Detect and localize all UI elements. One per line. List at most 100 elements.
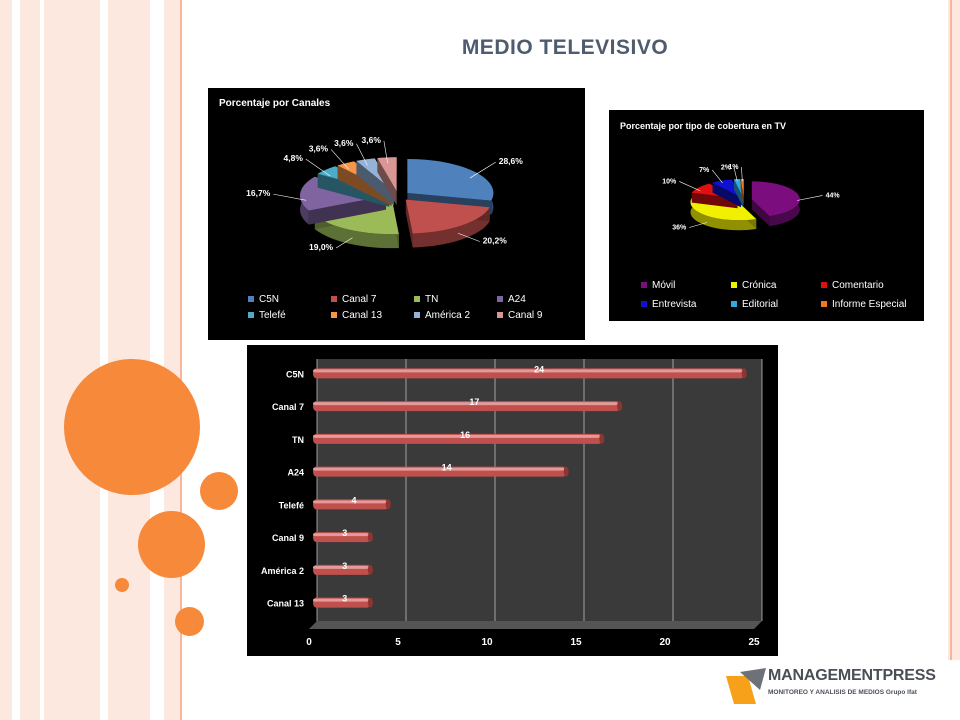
bar-3 [313, 466, 569, 477]
legend-item-1-4: Editorial [731, 299, 778, 310]
bar-value-label-1: 17 [469, 397, 479, 407]
pie-value-label-0-1: 20,2% [483, 236, 508, 246]
pie-leader-0-3 [273, 193, 307, 201]
legend-item-0-5: Canal 13 [331, 310, 382, 321]
bar-x-tick-5: 25 [748, 637, 760, 648]
bar-category-label-7: Canal 13 [267, 599, 304, 609]
bar-x-tick-0: 0 [306, 637, 312, 648]
legend-swatch-1-3 [641, 301, 647, 308]
bar-x-tick-4: 20 [659, 637, 671, 648]
right-stripe-edge [950, 0, 952, 720]
chart-barras-svg: 0 5 10 15 20 25 24 C5N 17 Canal 7 16 TN 14 A24 4 Telefé… [261, 359, 763, 648]
legend-swatch-0-5 [331, 312, 337, 319]
legend-item-0-7: Canal 9 [497, 310, 542, 321]
bar-category-label-1: Canal 7 [272, 402, 304, 412]
pie-value-label-0-4: 4,8% [284, 153, 304, 163]
logo-name: MANAGEMENTPRESS [768, 667, 936, 684]
legend-swatch-0-0 [248, 296, 254, 303]
decor-circle-tiny [115, 578, 129, 592]
pie-leader-0-6 [356, 143, 368, 166]
legend-item-0-4: Telefé [248, 310, 286, 321]
pie-value-label-1-1: 36% [672, 224, 687, 231]
left-stripe-white-3 [100, 0, 108, 720]
legend-label-1-5: Informe Especial [832, 299, 907, 310]
bar-category-label-4: Telefé [279, 500, 304, 510]
bar-x-tick-1: 5 [395, 637, 401, 648]
legend-swatch-0-1 [331, 296, 337, 303]
bar-category-label-6: América 2 [261, 566, 304, 576]
legend-item-1-2: Comentario [821, 280, 884, 291]
pie-value-label-1-0: 44% [826, 192, 841, 199]
pie-leader-0-5 [330, 149, 349, 170]
legend-swatch-1-1 [731, 282, 737, 289]
bar-category-label-0: C5N [286, 369, 304, 379]
legend-label-0-1: Canal 7 [342, 294, 377, 305]
pie-leader-1-5 [741, 167, 743, 182]
bar-4 [313, 499, 391, 510]
legend-item-1-5: Informe Especial [821, 299, 906, 310]
legend-item-0-6: América 2 [414, 310, 470, 321]
legend-item-0-3: A24 [497, 294, 526, 305]
bar-x-tick-2: 10 [481, 637, 493, 648]
chart-canales-title: Porcentaje por Canales [219, 98, 331, 109]
pie-value-label-0-7: 3,6% [362, 135, 382, 145]
bar-value-label-3: 14 [442, 463, 452, 473]
pie-leader-1-4 [733, 167, 738, 182]
bar-5 [313, 532, 373, 543]
bar-value-label-6: 3 [342, 561, 347, 571]
left-stripe-white-2 [40, 0, 44, 720]
legend-swatch-1-4 [731, 301, 737, 308]
pie-value-label-0-6: 3,6% [334, 138, 354, 148]
bar-category-label-2: TN [292, 435, 304, 445]
decor-circle-medium [138, 511, 205, 578]
pie-leader-1-1 [689, 222, 708, 228]
pie-value-label-1-2: 10% [662, 178, 677, 185]
legend-item-0-1: Canal 7 [331, 294, 376, 305]
legend-label-0-7: Canal 9 [508, 310, 543, 321]
legend-swatch-0-2 [414, 296, 420, 303]
bar-value-label-2: 16 [460, 430, 470, 440]
chart-cobertura-title: Porcentaje por tipo de cobertura en TV [620, 121, 787, 131]
bar-6 [313, 564, 373, 575]
pie-value-label-0-3: 16,7% [246, 188, 271, 198]
pie-slice-0-1 [405, 199, 490, 248]
bar-value-label-7: 3 [342, 594, 347, 604]
legend-label-0-0: C5N [259, 294, 280, 305]
chart-cobertura-legend: Móvil Crónica Comentario Entrevista Editoria… [609, 110, 924, 321]
decor-circle-small-2 [175, 607, 204, 636]
legend-swatch-1-0 [641, 282, 647, 289]
legend-item-0-0: C5N [248, 294, 279, 305]
bar-7 [313, 597, 373, 608]
legend-item-1-1: Crónica [731, 280, 776, 291]
bar-category-label-5: Canal 9 [272, 533, 304, 543]
legend-label-1-3: Entrevista [652, 299, 697, 310]
bar-floor [309, 621, 762, 629]
pie-leader-1-3 [711, 169, 723, 184]
logo-subtitle: MONITOREO Y ANALISIS DE MEDIOS Grupo Ifa… [768, 689, 917, 696]
pie-value-label-0-5: 3,6% [309, 143, 329, 153]
pie-leader-0-1 [458, 232, 480, 242]
bar-category-label-3: A24 [287, 468, 304, 478]
pie-slice-0-7 [377, 157, 397, 206]
legend-swatch-0-4 [248, 312, 254, 319]
chart-canales-legend: C5N Canal 7 TN A24 Telefé Canal 13 América 2 Ca… [208, 88, 585, 340]
pie-leader-0-0 [469, 161, 496, 179]
pie-value-label-1-5: 1% [728, 164, 739, 171]
bar-value-label-5: 3 [342, 528, 347, 538]
pie-value-label-1-4: 2% [721, 164, 732, 171]
legend-label-0-6: América 2 [425, 310, 471, 321]
pie-leader-0-4 [305, 158, 331, 177]
bar-plot-area [317, 359, 762, 621]
pie-slice-1-0 [751, 181, 800, 227]
bar-value-label-0: 24 [534, 364, 544, 374]
decor-circle-small-1 [200, 472, 238, 510]
pie-leader-0-7 [383, 140, 388, 164]
legend-swatch-0-7 [497, 312, 503, 319]
decor-circle-large [64, 359, 200, 495]
pie-slice-1-5 [740, 178, 744, 207]
left-stripe-white-4 [150, 0, 164, 720]
legend-swatch-1-2 [821, 282, 827, 289]
pie-leader-1-0 [796, 195, 823, 201]
legend-label-0-3: A24 [508, 294, 526, 305]
legend-label-1-1: Crónica [742, 280, 777, 291]
